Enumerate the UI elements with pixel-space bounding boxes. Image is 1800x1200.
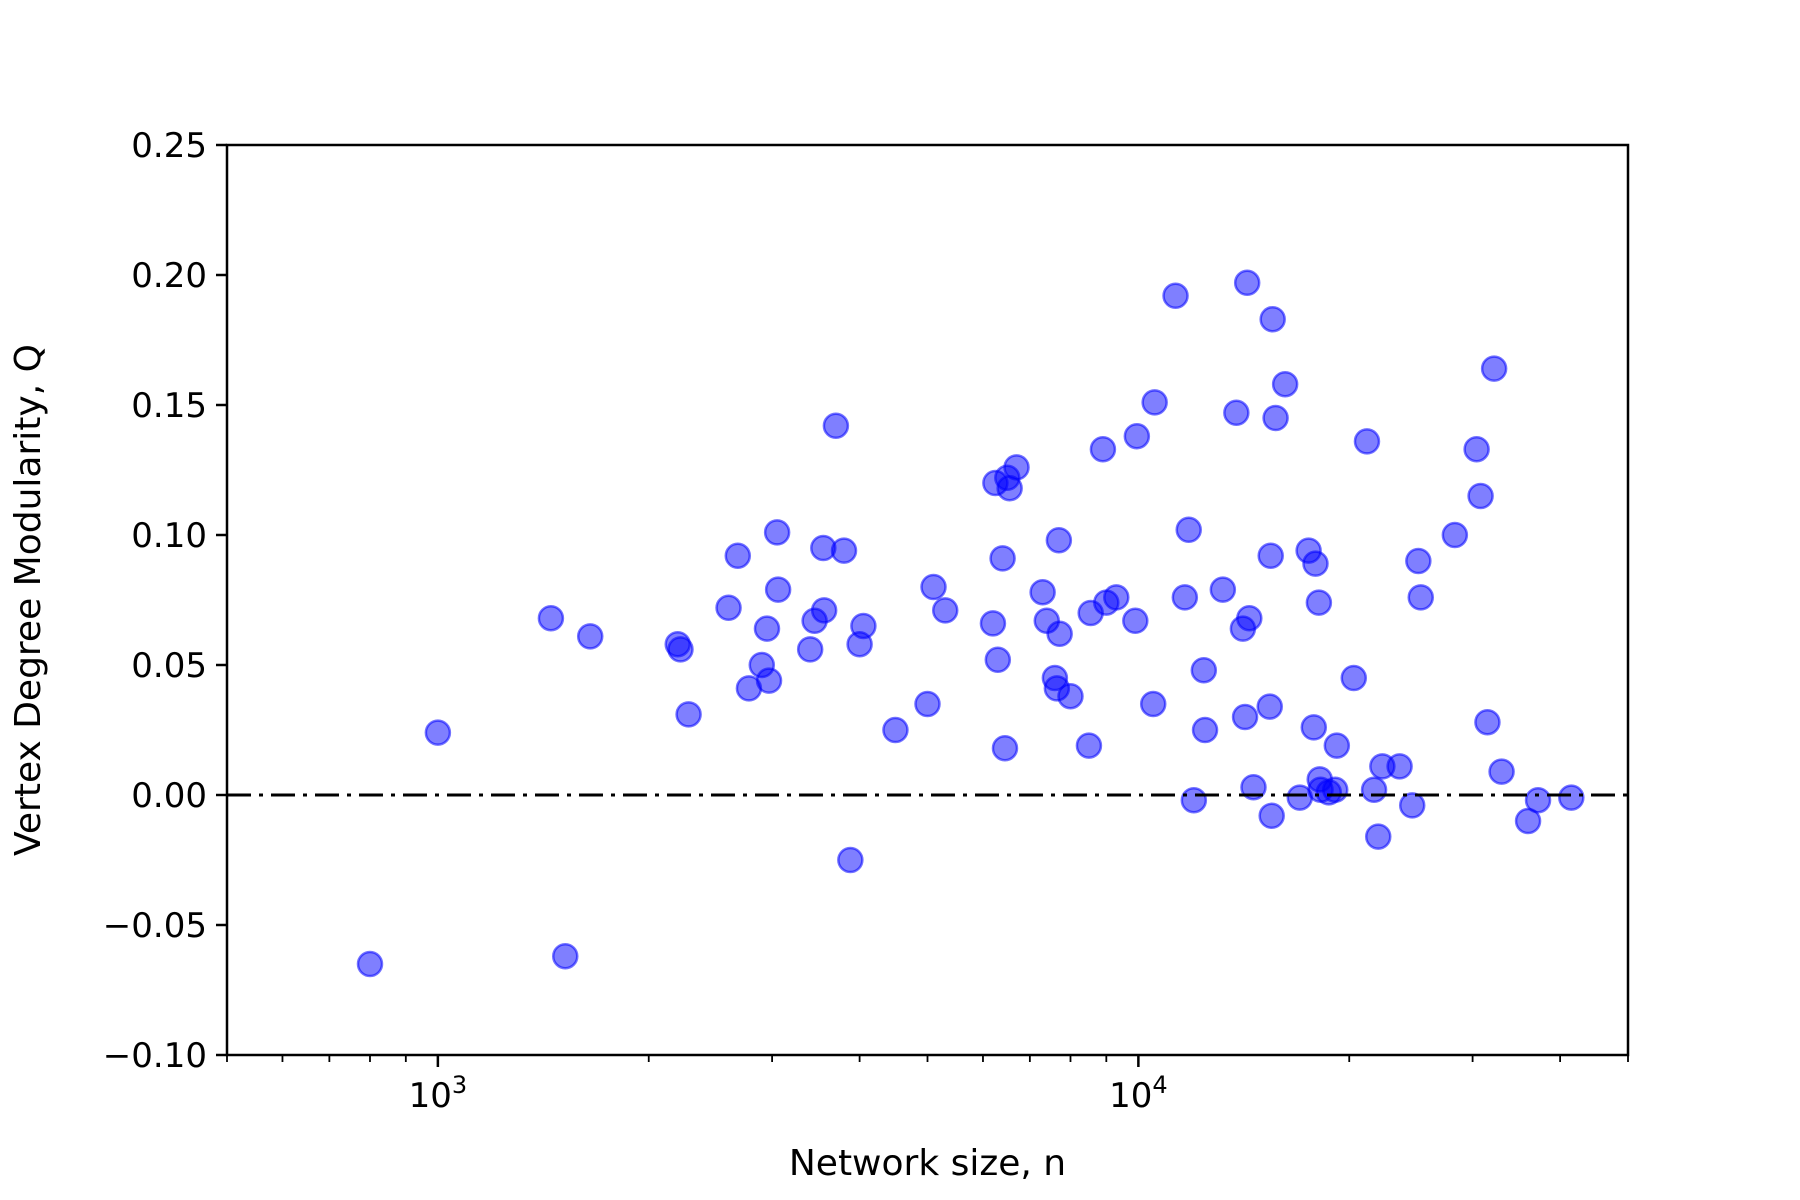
data-point: [1323, 732, 1351, 759]
y-tick-label: 0.05: [131, 646, 207, 686]
data-point: [796, 636, 824, 663]
data-point: [1386, 753, 1413, 780]
data-point: [1398, 792, 1426, 819]
points-layer: [356, 269, 1585, 978]
data-point: [1488, 758, 1515, 785]
data-point: [984, 646, 1012, 674]
data-point: [753, 615, 781, 642]
data-point: [1407, 584, 1435, 611]
data-point: [675, 701, 702, 728]
data-point: [1321, 776, 1349, 804]
data-point: [1209, 576, 1237, 603]
data-point: [1103, 584, 1130, 611]
data-point: [1480, 355, 1508, 382]
data-point: [1175, 516, 1202, 544]
data-point: [1231, 703, 1259, 731]
data-point: [1171, 584, 1199, 611]
data-point: [1236, 604, 1263, 632]
data-point: [850, 612, 877, 640]
data-point: [724, 542, 752, 570]
data-point: [356, 950, 384, 978]
data-point: [715, 594, 742, 622]
data-point: [1463, 435, 1490, 463]
data-point: [920, 573, 947, 601]
data-point: [979, 610, 1007, 637]
y-tick-label: 0.10: [131, 516, 207, 556]
data-point: [1180, 786, 1208, 814]
y-tick-label: −0.05: [103, 906, 207, 946]
data-point: [764, 576, 792, 603]
data-point: [1045, 526, 1073, 554]
data-point: [1259, 305, 1286, 333]
data-point: [1340, 664, 1368, 692]
data-point: [1558, 784, 1585, 811]
data-point: [1514, 807, 1542, 835]
data-point: [552, 942, 579, 970]
data-point: [1271, 370, 1299, 398]
data-point: [1233, 269, 1261, 297]
data-point: [1191, 716, 1219, 744]
data-point: [1258, 802, 1285, 830]
y-tick-label: 0.25: [131, 126, 207, 166]
x-tick-label: 103: [409, 1071, 468, 1116]
data-point: [1360, 776, 1388, 804]
data-point: [1089, 435, 1117, 463]
data-point: [882, 716, 909, 744]
data-point: [1305, 589, 1333, 616]
y-tick-label: 0.20: [131, 256, 207, 296]
data-point: [991, 734, 1019, 762]
data-point: [1029, 578, 1056, 606]
data-point: [1353, 428, 1381, 455]
data-point: [1467, 482, 1494, 510]
data-point: [1162, 282, 1189, 310]
data-point: [1123, 422, 1151, 450]
data-point: [1364, 823, 1392, 850]
y-tick-label: 0.00: [131, 776, 207, 816]
x-tick-label: 104: [1109, 1071, 1168, 1116]
data-point: [830, 537, 858, 564]
y-axis-label: Vertex Degree Modularity, Q: [8, 344, 49, 856]
data-point: [1139, 690, 1167, 718]
data-point: [1141, 389, 1168, 416]
data-point: [1300, 714, 1328, 741]
data-point: [1003, 454, 1030, 481]
data-point: [1240, 773, 1267, 801]
x-axis-label: Network size, n: [789, 1143, 1066, 1184]
data-point: [810, 597, 838, 624]
data-point: [1122, 607, 1149, 635]
data-point: [837, 846, 864, 874]
data-point: [1257, 542, 1284, 570]
data-point: [989, 545, 1016, 572]
data-point: [1474, 708, 1501, 736]
data-point: [931, 597, 959, 624]
y-axis-ticks: 0.25 0.20 0.15 0.10 0.05 0.00 −0.05 −0.10: [103, 126, 227, 1076]
y-tick-label: 0.15: [131, 386, 207, 426]
data-point: [1524, 786, 1552, 814]
data-point: [1302, 550, 1329, 577]
data-point: [424, 719, 452, 746]
data-point: [667, 636, 694, 663]
data-point: [576, 623, 604, 650]
data-point: [1046, 620, 1073, 648]
data-point: [1223, 399, 1250, 427]
data-point: [1075, 732, 1103, 759]
data-point: [1256, 693, 1283, 720]
y-tick-label: −0.10: [103, 1036, 207, 1076]
data-point: [755, 667, 783, 694]
data-point: [1262, 404, 1289, 432]
data-point: [537, 604, 565, 632]
data-point: [1405, 547, 1432, 575]
data-point: [1057, 682, 1084, 710]
data-point: [1441, 521, 1469, 549]
x-axis-ticks: 103 104: [226, 1055, 1629, 1116]
data-point: [914, 690, 941, 718]
data-point: [1190, 656, 1218, 684]
data-point: [822, 412, 850, 440]
data-point: [763, 519, 791, 546]
